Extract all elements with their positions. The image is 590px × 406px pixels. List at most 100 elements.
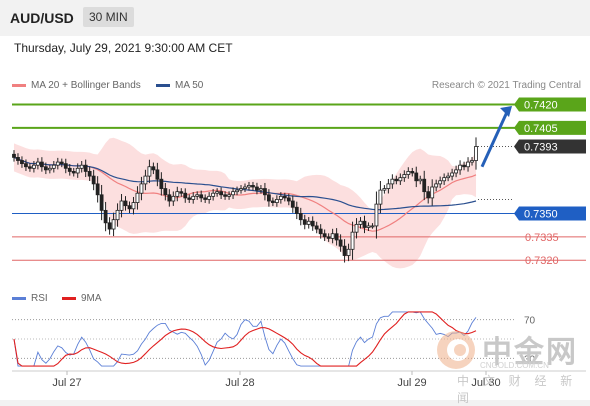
candle — [16, 153, 20, 165]
candle-body — [111, 219, 116, 230]
candle-body — [430, 186, 435, 199]
candle — [55, 157, 60, 170]
candle — [163, 182, 168, 201]
rsi-tick-70: 70 — [524, 316, 536, 327]
candle-body — [67, 167, 72, 172]
candle — [159, 172, 164, 196]
candle-body — [446, 175, 451, 179]
candle — [402, 170, 407, 182]
candle — [35, 157, 40, 170]
candle — [83, 159, 88, 178]
candle-body — [426, 191, 431, 199]
candle — [406, 167, 411, 179]
candle — [266, 189, 271, 207]
candle-body — [75, 167, 80, 174]
candle-body — [434, 183, 439, 188]
candle-body — [119, 200, 124, 211]
candle-body — [191, 195, 196, 200]
candle-body — [83, 164, 88, 172]
candle-body — [402, 174, 407, 179]
candle-body — [474, 146, 478, 161]
candle — [107, 217, 112, 235]
candle — [79, 160, 84, 173]
candle — [199, 190, 204, 203]
candle-body — [334, 233, 339, 241]
candle-body — [211, 192, 216, 197]
candle — [346, 243, 351, 262]
candle — [263, 182, 267, 201]
candle-body — [199, 194, 204, 199]
legend-ma50: MA 50 — [156, 80, 203, 91]
candle — [394, 175, 399, 185]
candle-body — [318, 228, 323, 235]
candle-body — [127, 205, 132, 210]
ma50-legend-label: MA 50 — [175, 80, 204, 91]
candle — [290, 195, 295, 213]
candle — [47, 164, 52, 174]
candle — [382, 185, 387, 194]
candle — [183, 188, 188, 203]
candle-body — [183, 192, 188, 199]
level-label-0-7320: 0.7320 — [525, 255, 559, 267]
candle-body — [16, 157, 20, 161]
candle-body — [294, 206, 299, 214]
candle — [446, 172, 451, 182]
candle — [247, 181, 251, 191]
candle — [115, 203, 120, 227]
candle — [59, 158, 64, 168]
candle — [227, 191, 231, 200]
candle — [330, 228, 335, 244]
candle-body — [462, 164, 466, 168]
candle-body — [342, 245, 347, 256]
watermark-logo-icon — [437, 331, 475, 369]
candle — [151, 162, 156, 175]
candle — [410, 167, 415, 177]
candle-body — [167, 194, 172, 202]
level-label-0-7405: 0.7405 — [524, 123, 558, 135]
candle — [474, 137, 478, 170]
candle — [231, 187, 235, 199]
candle — [123, 196, 128, 211]
candle-body — [470, 160, 474, 163]
research-credit: Research © 2021 Trading Central — [431, 80, 581, 91]
candle — [255, 182, 259, 195]
level-tag-0-7420 — [514, 97, 586, 112]
candle — [111, 212, 116, 237]
rsi-ma-legend-label: 9MA — [81, 293, 102, 304]
candle-body — [330, 233, 335, 239]
timeframe-badge[interactable]: 30 MIN — [83, 7, 134, 27]
candle-body — [59, 161, 64, 165]
candle-body — [422, 178, 427, 193]
candle-body — [247, 185, 251, 188]
chart-header: AUD/USD 30 MIN — [0, 0, 590, 36]
forecast-arrow-head — [500, 106, 512, 118]
watermark-brand: 中金网 — [482, 335, 578, 370]
x-tick-label: Jul 30 — [471, 377, 500, 389]
candle-body — [358, 220, 363, 225]
candle-body — [28, 166, 32, 169]
candle-body — [223, 194, 227, 197]
candle — [71, 167, 76, 177]
candle — [302, 214, 307, 230]
candle — [243, 183, 247, 193]
candle — [91, 169, 96, 191]
candle — [191, 192, 196, 204]
candle-body — [63, 163, 68, 169]
candle-body — [231, 191, 235, 196]
candle — [32, 160, 36, 173]
candle-body — [35, 161, 40, 166]
legend-rsi-ma: 9MA — [62, 293, 102, 304]
candle-body — [398, 177, 403, 182]
candle-body — [266, 194, 271, 202]
candle-body — [450, 172, 455, 177]
timestamp-label: Thursday, July 29, 2021 9:30:00 AM CET — [14, 41, 233, 55]
candle-body — [163, 188, 168, 196]
candle — [179, 188, 184, 197]
candle-body — [410, 171, 415, 174]
candle — [358, 217, 363, 229]
candle-body — [143, 175, 148, 185]
candle — [171, 191, 176, 206]
candle — [462, 161, 466, 171]
candle-body — [215, 191, 220, 194]
